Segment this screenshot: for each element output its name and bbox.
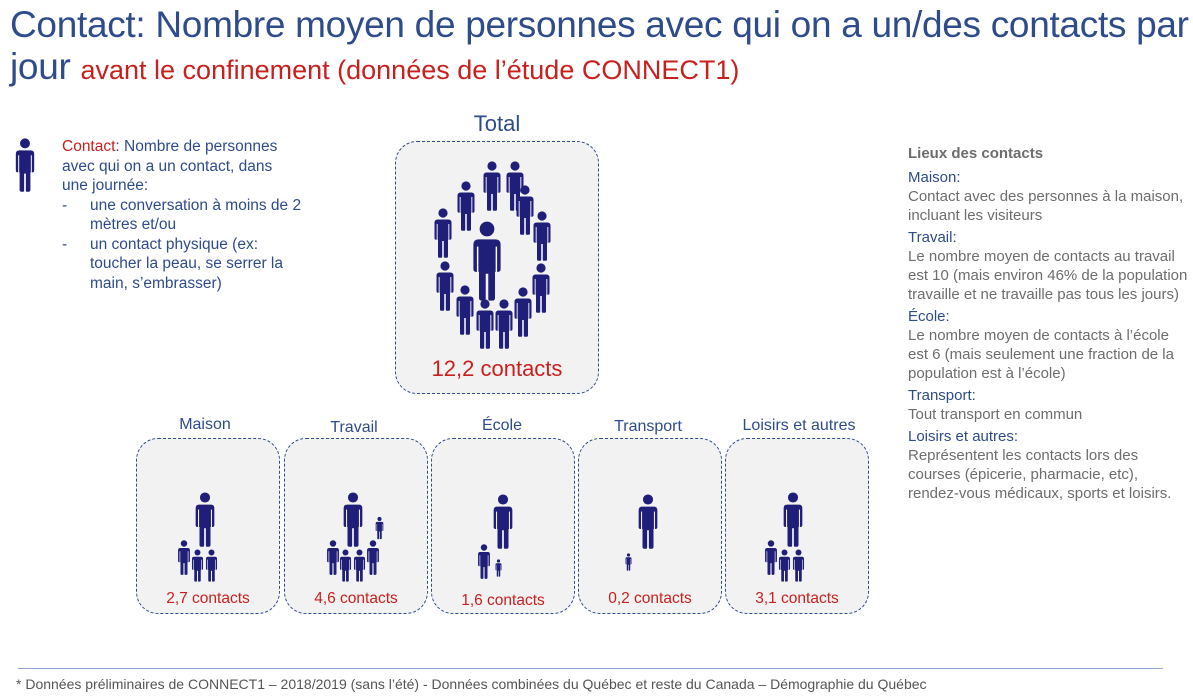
- category-label-transport: Transport: [614, 418, 682, 435]
- title-subtitle: avant le confinement (données de l’étude…: [80, 55, 740, 85]
- category-value-ecole: 1,6 contacts: [461, 592, 545, 609]
- side-text-maison: Contact avec des personnes à la maison, …: [908, 188, 1184, 224]
- legend-item: une conversation à moins de 2 mètres et/…: [62, 196, 302, 235]
- category-value-transport: 0,2 contacts: [608, 590, 692, 607]
- category-value-loisirs: 3,1 contacts: [755, 590, 839, 607]
- side-heading-travail: Travail:: [908, 229, 957, 246]
- ecole-people-figure: [478, 494, 513, 579]
- footer-note: * Données préliminaires de CONNECT1 – 20…: [16, 676, 927, 692]
- side-text-travail: Le nombre moyen de contacts au travail e…: [908, 248, 1188, 303]
- category-label-loisirs: Loisirs et autres: [742, 417, 856, 434]
- category-label-ecole: École: [481, 417, 523, 434]
- transport-people-figure: [625, 494, 658, 571]
- side-panel-title: Lieux des contacts: [908, 145, 1044, 162]
- travail-people-figure: [327, 492, 384, 582]
- category-box-loisirs: [725, 438, 869, 614]
- side-heading-transport: Transport:: [908, 387, 976, 404]
- side-text-loisirs: Représentent les contacts lors des cours…: [908, 447, 1172, 502]
- category-value-travail: 4,6 contacts: [314, 590, 398, 607]
- page-title: Contact: Nombre moyen de personnes avec …: [10, 4, 1190, 91]
- side-panel: Lieux des contacts Maison: Contact avec …: [908, 144, 1193, 506]
- title-main: Contact: Nombre moyen de personnes avec …: [10, 4, 1189, 87]
- side-heading-ecole: École:: [908, 308, 950, 325]
- category-label-maison: Maison: [179, 416, 231, 433]
- side-heading-loisirs: Loisirs et autres:: [908, 428, 1019, 445]
- maison-people-figure: [178, 492, 218, 582]
- side-text-ecole: Le nombre moyen de contacts à l’école es…: [908, 327, 1174, 382]
- legend-definition-text: : Nombre de personnes avec qui on a un c…: [62, 138, 278, 194]
- side-heading-maison: Maison:: [908, 169, 961, 186]
- total-value: 12,2 contacts: [431, 356, 563, 381]
- legend-definition: Contact: Nombre de personnes avec qui on…: [62, 137, 302, 293]
- loisirs-people-figure: [765, 492, 805, 582]
- legend-term: Contact: [62, 138, 116, 155]
- category-label-travail: Travail: [330, 419, 378, 436]
- person-icon: [15, 138, 35, 192]
- category-value-maison: 2,7 contacts: [166, 590, 250, 607]
- total-label: Total: [473, 111, 521, 136]
- legend-list: une conversation à moins de 2 mètres et/…: [62, 196, 302, 294]
- legend-item: un contact physique (ex: toucher la peau…: [62, 235, 302, 294]
- footer-divider: [18, 668, 1163, 669]
- total-people-figure: [434, 161, 551, 349]
- side-text-transport: Tout transport en commun: [908, 406, 1083, 423]
